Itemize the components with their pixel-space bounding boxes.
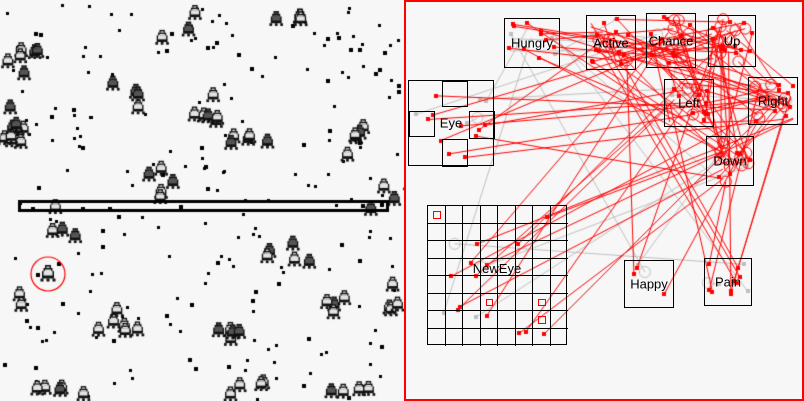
neweye-cell-r3c1[interactable] (445, 258, 463, 276)
node-eye[interactable]: Eye (408, 80, 495, 167)
neweye-cell-r4c7[interactable] (550, 276, 568, 294)
neweye-cell-r0c3[interactable] (480, 206, 498, 224)
neweye-cell-r1c5[interactable] (515, 223, 533, 241)
neweye-cell-r1c7[interactable] (550, 224, 568, 241)
eye-subcell-3[interactable] (442, 139, 468, 167)
neweye-cell-r2c4[interactable] (498, 241, 516, 259)
node-up[interactable]: Up (708, 15, 756, 67)
node-eye-label: Eye (439, 115, 463, 131)
neweye-active-cell-3[interactable] (538, 316, 546, 324)
neweye-cell-r4c0[interactable] (428, 276, 446, 294)
neweye-cell-r6c5[interactable] (515, 311, 533, 329)
neweye-cell-r5c5[interactable] (515, 293, 533, 311)
neweye-cell-r4c2[interactable] (463, 276, 481, 294)
neweye-cell-r6c6[interactable] (533, 311, 551, 329)
node-neweye[interactable]: NewEye (427, 205, 569, 347)
neweye-cell-r1c6[interactable] (533, 223, 551, 241)
neweye-cell-r3c6[interactable] (533, 258, 551, 276)
node-left[interactable]: Left (664, 79, 714, 127)
node-right[interactable]: Right (748, 77, 798, 125)
neweye-cell-r4c1[interactable] (445, 276, 463, 294)
neweye-cell-r7c6[interactable] (533, 328, 551, 346)
neweye-cell-r4c4[interactable] (498, 276, 516, 294)
neweye-cell-r7c4[interactable] (498, 328, 516, 346)
neweye-cell-r0c1[interactable] (445, 206, 463, 224)
neweye-cell-r2c7[interactable] (550, 241, 568, 259)
neweye-cell-r3c0[interactable] (428, 258, 446, 276)
node-pain[interactable]: Pain (704, 258, 752, 306)
simulation-world-panel[interactable] (0, 0, 404, 401)
neweye-cell-r0c4[interactable] (498, 206, 516, 224)
neweye-cell-r3c7[interactable] (550, 259, 568, 276)
neweye-active-cell-2[interactable] (538, 298, 546, 307)
node-down[interactable]: Down (706, 136, 754, 186)
neweye-cell-r7c0[interactable] (428, 328, 446, 346)
neweye-cell-r3c2[interactable] (463, 258, 481, 276)
node-hungry[interactable]: Hungry (504, 18, 560, 68)
neweye-cell-r6c7[interactable] (550, 311, 568, 329)
neweye-cell-r2c3[interactable] (480, 241, 498, 259)
neweye-cell-r2c0[interactable] (428, 241, 446, 259)
neweye-cell-r5c3[interactable] (480, 293, 498, 311)
node-happy[interactable]: Happy (624, 260, 674, 308)
node-up-label: Up (723, 33, 741, 49)
node-chance-label: Chance (648, 33, 694, 48)
neweye-cell-r2c6[interactable] (533, 241, 551, 259)
neweye-cell-r7c1[interactable] (446, 328, 463, 346)
node-active[interactable]: Active (586, 15, 636, 70)
neweye-cell-r5c7[interactable] (550, 294, 568, 311)
neweye-cell-r2c2[interactable] (463, 241, 481, 259)
neweye-cell-r7c2[interactable] (463, 328, 481, 346)
neweye-cell-r3c4[interactable] (498, 258, 516, 276)
brain-connections-canvas[interactable] (406, 2, 802, 399)
neweye-cell-r6c0[interactable] (428, 311, 446, 329)
neweye-cell-r6c3[interactable] (480, 311, 498, 329)
neweye-cell-r0c6[interactable] (533, 206, 551, 224)
world-canvas[interactable] (0, 0, 404, 401)
neweye-cell-r4c5[interactable] (515, 276, 533, 294)
neweye-cell-r5c1[interactable] (445, 293, 463, 311)
neweye-active-cell-1[interactable] (485, 298, 494, 307)
neweye-cell-r3c3[interactable] (480, 258, 498, 276)
neweye-cell-r2c1[interactable] (445, 241, 463, 259)
neweye-cell-r5c0[interactable] (428, 293, 446, 311)
neweye-cell-r0c2[interactable] (463, 206, 481, 224)
neweye-cell-r5c2[interactable] (463, 293, 481, 311)
node-pain-label: Pain (714, 274, 742, 290)
neweye-cell-r3c5[interactable] (515, 258, 533, 276)
neweye-cell-r6c2[interactable] (463, 311, 481, 329)
neweye-cell-r2c5[interactable] (515, 241, 533, 259)
neweye-active-cell-0[interactable] (433, 211, 441, 219)
neweye-cell-r4c3[interactable] (480, 276, 498, 294)
brain-network-panel[interactable]: Eye NewEye Hungry Active Chance Up Left Right… (404, 0, 804, 401)
node-happy-label: Happy (630, 276, 668, 292)
neweye-cell-r1c2[interactable] (463, 223, 481, 241)
neweye-cell-r1c3[interactable] (480, 223, 498, 241)
neweye-cell-r7c3[interactable] (481, 328, 498, 346)
node-left-label: Left (678, 95, 700, 111)
neweye-cell-r1c4[interactable] (498, 223, 516, 241)
neweye-cell-r4c6[interactable] (533, 276, 551, 294)
node-chance[interactable]: Chance (646, 13, 696, 68)
node-hungry-label: Hungry (511, 35, 553, 51)
neweye-cell-r5c6[interactable] (533, 293, 551, 311)
eye-subcell-1[interactable] (409, 111, 435, 137)
eye-subcell-0[interactable] (442, 81, 468, 107)
neweye-cell-r0c0[interactable] (428, 206, 446, 224)
node-down-label: Down (713, 153, 747, 169)
neweye-cell-r0c5[interactable] (515, 206, 533, 224)
neweye-cell-r5c4[interactable] (498, 293, 516, 311)
neweye-cell-r7c7[interactable] (551, 329, 569, 347)
neweye-cell-r1c1[interactable] (445, 223, 463, 241)
node-right-label: Right (757, 93, 789, 109)
node-active-label: Active (593, 35, 629, 50)
neweye-cell-r6c1[interactable] (445, 311, 463, 329)
neweye-cell-r6c4[interactable] (498, 311, 516, 329)
neweye-cell-r1c0[interactable] (428, 223, 446, 241)
neweye-cell-r0c7[interactable] (550, 206, 568, 224)
neweye-cell-r7c5[interactable] (516, 328, 533, 346)
eye-subcell-2[interactable] (469, 111, 495, 139)
